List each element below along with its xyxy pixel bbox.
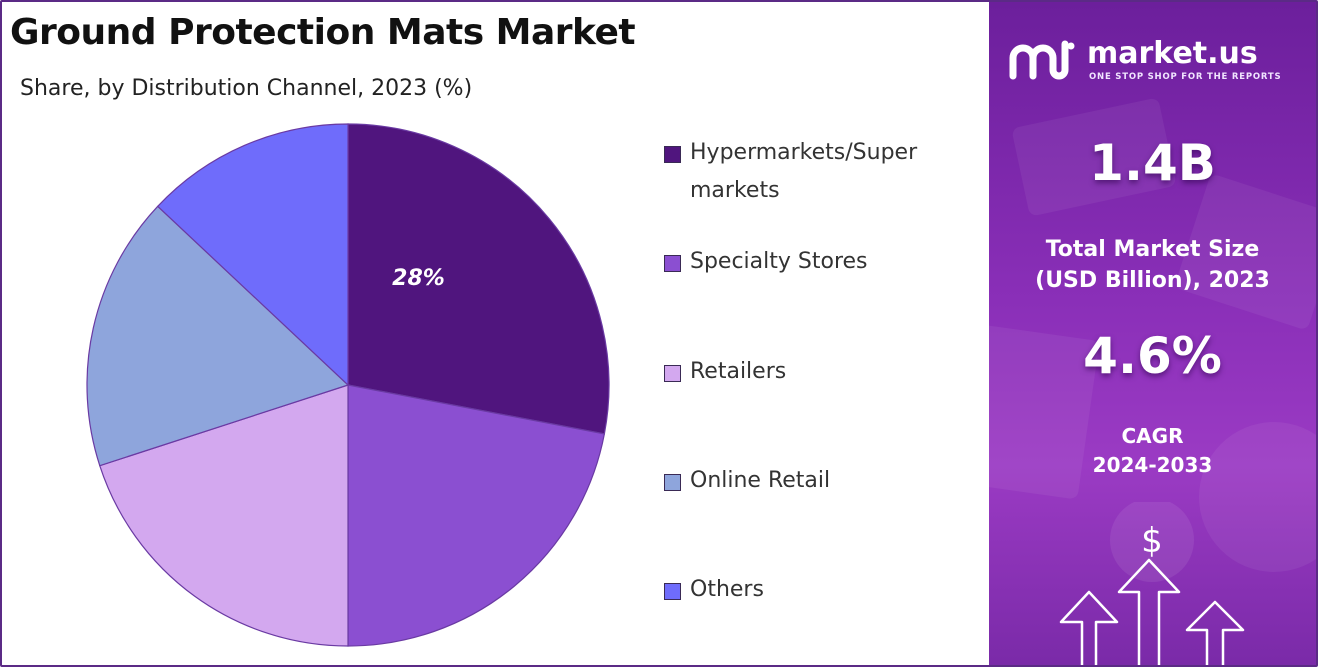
background-decor [1199, 422, 1316, 572]
pie-slice-retailers [99, 384, 349, 647]
pie-slice-specialty-stores [347, 384, 606, 647]
legend-item-retailers: Retailers [664, 359, 965, 391]
cagr-label-line1: CAGR [1121, 424, 1184, 448]
market-us-logo-icon [1009, 40, 1075, 80]
pie-slices-group [86, 123, 610, 647]
dollar-coin-icon: $ [1110, 502, 1194, 582]
dollar-symbol: $ [1141, 521, 1163, 561]
chart-title: Ground Protection Mats Market [10, 12, 636, 53]
brand-name: market.us [1087, 36, 1258, 71]
growth-arrows-illustration: $ [1059, 502, 1245, 665]
chart-legend: Hypermarkets/Super markets Specialty Sto… [664, 2, 984, 665]
legend-swatch [664, 474, 681, 491]
legend-swatch [664, 255, 681, 272]
pie-slice-online-retail [86, 205, 350, 467]
up-arrow-icon [1185, 600, 1245, 665]
up-arrow-icon [1117, 558, 1181, 665]
cagr-value: 4.6% [1083, 327, 1222, 385]
market-size-value: 1.4B [1089, 134, 1216, 192]
legend-item-specialty-stores: Specialty Stores [664, 249, 965, 281]
legend-label: Specialty Stores [690, 249, 868, 274]
pie-slice-others [156, 123, 349, 387]
legend-label: Online Retail [690, 468, 831, 493]
legend-label: Retailers [690, 359, 787, 384]
up-arrow-icon [1059, 590, 1119, 665]
pie-chart: 28% [86, 123, 610, 647]
brand-header: market.us ONE STOP SHOP FOR THE REPORTS [1009, 36, 1299, 86]
legend-swatch [664, 146, 681, 163]
market-size-label-line1: Total Market Size [1045, 237, 1260, 262]
chart-panel: Ground Protection Mats Market Share, by … [2, 2, 987, 665]
legend-item-online-retail: Online Retail [664, 468, 965, 500]
pie-slice-hypermarkets-super-markets [347, 123, 610, 435]
legend-label: Hypermarkets/Super markets [690, 140, 918, 203]
chart-subtitle: Share, by Distribution Channel, 2023 (%) [20, 76, 473, 101]
legend-label: Others [690, 577, 764, 602]
brand-tagline: ONE STOP SHOP FOR THE REPORTS [1089, 72, 1282, 82]
pie-data-labels-group: 28% [392, 266, 445, 291]
market-size-label-line2: (USD Billion), 2023 [1035, 268, 1270, 293]
legend-item-others: Others [664, 577, 965, 609]
cagr-label-line2: 2024-2033 [1092, 453, 1213, 477]
legend-item-hypermarkets: Hypermarkets/Super markets [664, 140, 965, 210]
legend-swatch [664, 583, 681, 600]
pie-data-label: 28% [392, 266, 445, 291]
legend-swatch [664, 365, 681, 382]
market-summary-panel: market.us ONE STOP SHOP FOR THE REPORTS … [989, 2, 1316, 665]
